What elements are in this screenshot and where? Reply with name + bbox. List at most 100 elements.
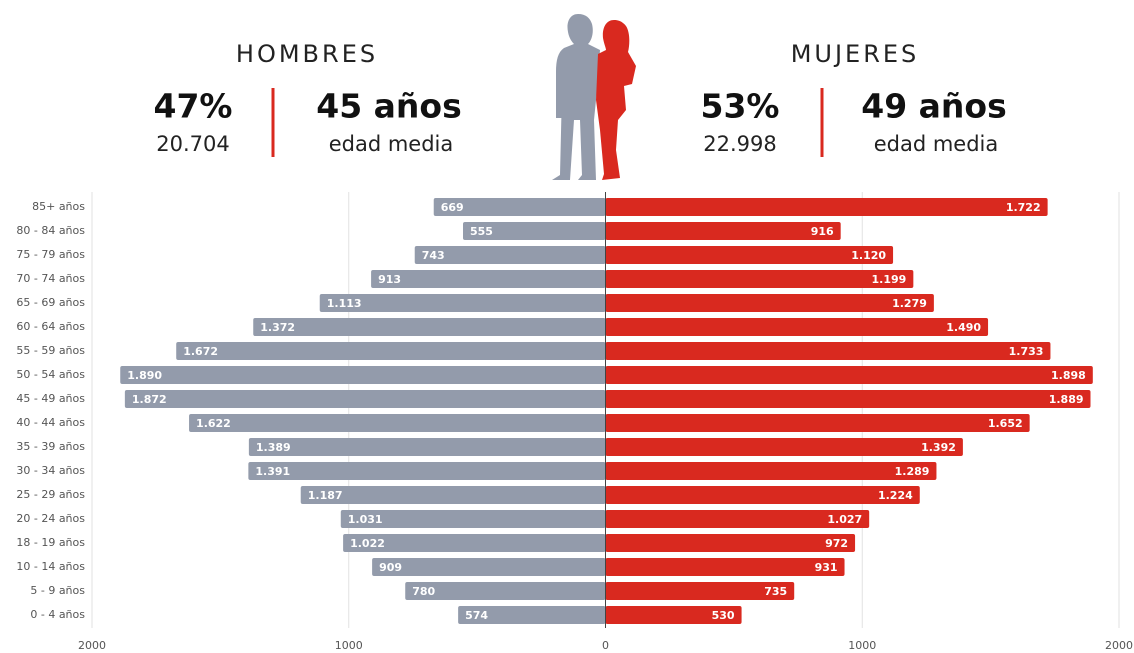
x-tick-label: 2000 xyxy=(78,639,106,652)
x-tick-label: 0 xyxy=(602,639,609,652)
value-label: 1.490 xyxy=(946,321,981,334)
bar xyxy=(372,558,606,576)
value-label: 913 xyxy=(378,273,401,286)
bar xyxy=(605,558,845,576)
bar xyxy=(124,390,606,408)
value-label: 1.889 xyxy=(1049,393,1084,406)
y-tick-label: 0 - 4 años xyxy=(30,608,85,621)
bar xyxy=(605,582,795,600)
value-label: 931 xyxy=(815,561,838,574)
value-label: 1.652 xyxy=(988,417,1023,430)
panel-percent: 47% xyxy=(154,87,233,126)
bar xyxy=(405,582,606,600)
bar xyxy=(605,342,1051,360)
value-label: 1.898 xyxy=(1051,369,1086,382)
value-label: 555 xyxy=(470,225,493,238)
value-label: 1.289 xyxy=(895,465,930,478)
value-label: 1.187 xyxy=(308,489,343,502)
panel-percent: 53% xyxy=(701,87,780,126)
value-label: 1.672 xyxy=(183,345,218,358)
panel-count: 22.998 xyxy=(703,132,776,156)
bar xyxy=(605,438,963,456)
bar xyxy=(176,342,606,360)
y-tick-label: 75 - 79 años xyxy=(16,248,85,261)
value-label: 1.890 xyxy=(127,369,162,382)
value-label: 743 xyxy=(422,249,445,262)
panel-age-label: edad media xyxy=(874,132,999,156)
y-tick-label: 65 - 69 años xyxy=(16,296,85,309)
panel-age-label: edad media xyxy=(329,132,454,156)
value-label: 1.120 xyxy=(851,249,886,262)
y-tick-label: 35 - 39 años xyxy=(16,440,85,453)
bar xyxy=(605,390,1091,408)
bar xyxy=(605,534,856,552)
y-tick-label: 60 - 64 años xyxy=(16,320,85,333)
value-label: 1.027 xyxy=(827,513,862,526)
bar xyxy=(189,414,606,432)
y-tick-label: 5 - 9 años xyxy=(30,584,85,597)
silhouettes xyxy=(552,14,636,180)
value-label: 1.031 xyxy=(348,513,383,526)
value-label: 1.113 xyxy=(327,297,362,310)
bar xyxy=(463,222,606,240)
male-silhouette xyxy=(552,14,600,180)
value-label: 735 xyxy=(764,585,787,598)
y-tick-label: 25 - 29 años xyxy=(16,488,85,501)
value-label: 530 xyxy=(712,609,735,622)
value-label: 669 xyxy=(441,201,464,214)
bar xyxy=(248,438,606,456)
y-tick-label: 50 - 54 años xyxy=(16,368,85,381)
bar xyxy=(340,510,606,528)
value-label: 972 xyxy=(825,537,848,550)
bar xyxy=(605,294,934,312)
bar xyxy=(343,534,606,552)
value-label: 916 xyxy=(811,225,834,238)
x-tick-label: 2000 xyxy=(1105,639,1133,652)
y-tick-label: 10 - 14 años xyxy=(16,560,85,573)
value-label: 574 xyxy=(465,609,488,622)
value-label: 780 xyxy=(412,585,435,598)
bar xyxy=(605,510,870,528)
value-label: 1.372 xyxy=(260,321,295,334)
bar xyxy=(605,318,989,336)
bar xyxy=(605,366,1093,384)
bar xyxy=(605,270,914,288)
value-label: 1.391 xyxy=(255,465,290,478)
value-label: 1.022 xyxy=(350,537,385,550)
panel-title: MUJERES xyxy=(791,40,920,68)
bar xyxy=(605,198,1048,216)
value-label: 1.872 xyxy=(132,393,167,406)
y-tick-label: 70 - 74 años xyxy=(16,272,85,285)
bar xyxy=(248,462,606,480)
panel-age: 45 años xyxy=(316,87,462,126)
y-tick-label: 18 - 19 años xyxy=(16,536,85,549)
bar xyxy=(414,246,606,264)
y-tick-label: 30 - 34 años xyxy=(16,464,85,477)
panel-title: HOMBRES xyxy=(236,40,378,68)
bar xyxy=(605,414,1030,432)
bar xyxy=(319,294,606,312)
x-tick-label: 1000 xyxy=(335,639,363,652)
y-tick-label: 80 - 84 años xyxy=(16,224,85,237)
female-silhouette xyxy=(596,20,636,180)
value-label: 1.224 xyxy=(878,489,913,502)
y-tick-label: 45 - 49 años xyxy=(16,392,85,405)
y-tick-label: 40 - 44 años xyxy=(16,416,85,429)
value-label: 1.733 xyxy=(1009,345,1044,358)
y-tick-label: 85+ años xyxy=(32,200,85,213)
bar xyxy=(458,606,606,624)
bar xyxy=(605,246,894,264)
value-label: 1.279 xyxy=(892,297,927,310)
bar xyxy=(433,198,606,216)
value-label: 1.199 xyxy=(872,273,907,286)
bar xyxy=(253,318,606,336)
bar xyxy=(300,486,606,504)
value-label: 1.722 xyxy=(1006,201,1041,214)
value-label: 1.622 xyxy=(196,417,231,430)
bar xyxy=(605,222,841,240)
bar xyxy=(605,606,742,624)
value-label: 1.392 xyxy=(921,441,956,454)
bar xyxy=(371,270,606,288)
panel-count: 20.704 xyxy=(156,132,229,156)
